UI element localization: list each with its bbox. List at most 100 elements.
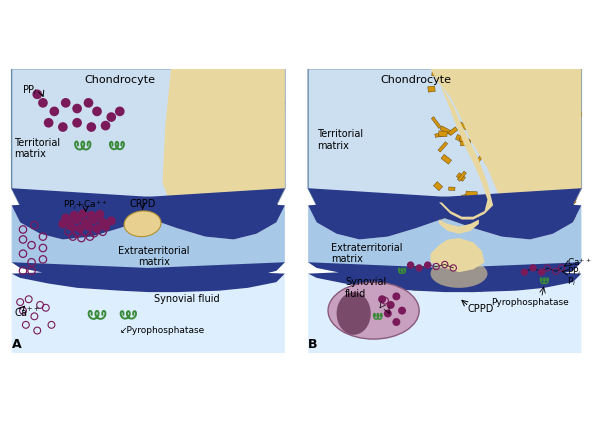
Polygon shape [308,69,581,222]
Circle shape [424,261,431,269]
Text: Extraterritorial
matrix: Extraterritorial matrix [331,243,403,265]
Bar [195,117,205,125]
Bar [471,74,484,82]
Ellipse shape [431,260,487,288]
Circle shape [538,268,545,276]
Circle shape [101,121,110,130]
Polygon shape [12,69,285,222]
Bar [243,130,255,141]
Bar [460,141,470,146]
Circle shape [72,104,82,114]
Bar [497,153,505,160]
Bar [208,124,219,130]
Bar [538,127,545,134]
Bar [438,142,448,152]
Bar [262,97,275,108]
Bar [538,72,550,77]
Bar [518,116,529,124]
Circle shape [107,216,116,225]
Bar [550,178,558,187]
Bar [441,216,449,223]
Bar [486,76,492,81]
Bar [257,160,269,170]
Bar [233,186,246,199]
Circle shape [106,112,116,122]
Circle shape [81,218,90,227]
Bar [486,124,498,135]
Bar [440,268,449,274]
Bar [461,78,473,83]
Bar [459,137,471,144]
Bar [501,174,514,181]
Circle shape [72,215,82,224]
Bar [505,211,516,216]
Bar [480,115,487,121]
Circle shape [407,261,415,269]
Text: Extraterritorial
matrix: Extraterritorial matrix [118,246,190,268]
Bar [489,282,496,291]
Bar [211,201,218,206]
Bar [517,149,527,157]
Bar [553,143,561,149]
Bar [441,154,452,164]
Bar [569,200,576,207]
Circle shape [84,98,93,108]
Bar [550,143,559,148]
Bar [243,161,257,170]
Bar [409,288,420,296]
Circle shape [378,295,386,303]
Bar [508,170,519,179]
Bar [459,122,467,130]
Bar [440,126,452,135]
Bar [526,145,534,152]
Bar [203,139,214,147]
Circle shape [44,118,53,127]
Circle shape [92,106,102,116]
Bar [189,171,199,176]
Text: CPPD: CPPD [467,304,494,314]
Bar [510,149,524,156]
Bar [569,214,576,221]
Bar [549,124,562,128]
Text: Ca$^{++}$: Ca$^{++}$ [567,257,592,268]
Bar [209,78,220,85]
Bar [186,116,199,121]
Bar [240,98,250,103]
Bar [412,268,420,278]
Bar [507,115,518,124]
Circle shape [87,211,96,220]
Bar [230,142,242,151]
Bar [505,159,518,170]
Bar [171,122,183,130]
Bar [493,208,503,215]
Polygon shape [308,188,581,239]
Bar [482,267,490,277]
Bar [464,270,475,276]
Ellipse shape [337,292,371,335]
Circle shape [75,224,84,233]
Circle shape [393,318,400,326]
Bar [539,107,550,115]
Bar [547,81,556,87]
Bar [486,121,496,132]
Bar [475,152,485,164]
Bar [146,217,155,225]
Polygon shape [12,188,285,239]
Bar [127,215,135,224]
Bar [240,211,251,221]
Bar [257,87,265,92]
Circle shape [398,307,406,315]
Circle shape [530,264,537,272]
Text: Pyrophosphatase: Pyrophosphatase [491,298,569,307]
Bar [448,273,457,283]
Polygon shape [439,219,479,234]
Bar [124,225,133,231]
Bar [240,170,251,174]
Text: Synovial
fluid: Synovial fluid [345,277,387,299]
Text: A: A [12,338,21,351]
Bar [224,141,231,144]
Bar [432,73,439,76]
Circle shape [393,292,400,300]
Polygon shape [308,273,581,353]
Bar [141,225,150,231]
